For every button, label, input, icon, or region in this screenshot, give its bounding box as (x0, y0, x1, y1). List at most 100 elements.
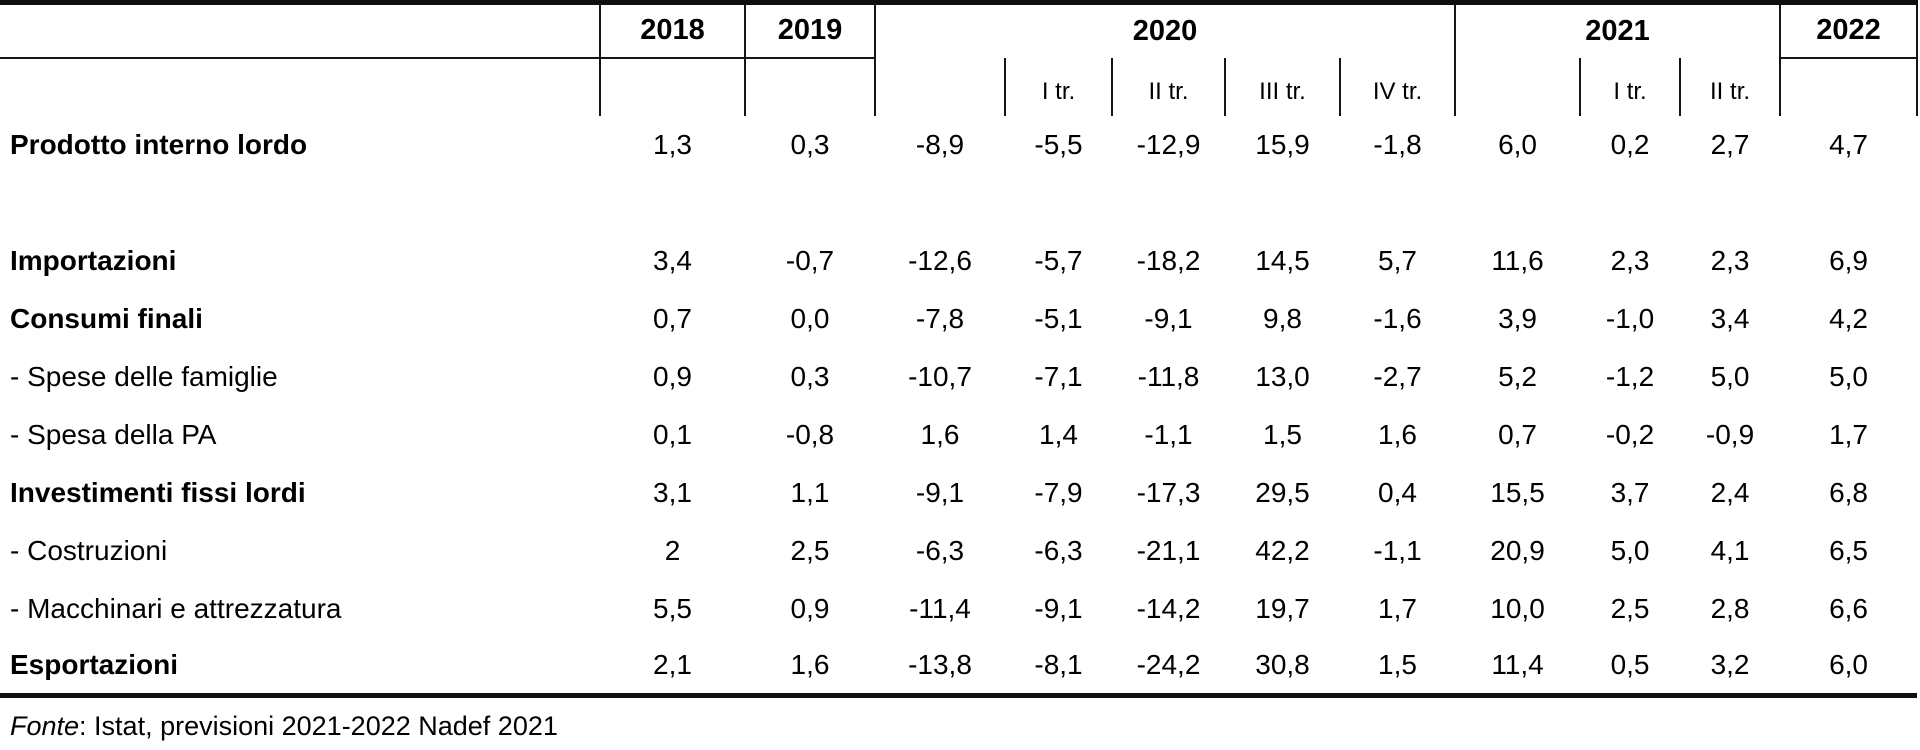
value-cell: 3,4 (653, 244, 692, 276)
value-cell: -24,2 (1136, 649, 1201, 681)
value-cell: -12,6 (908, 244, 972, 276)
value-cell: -5,5 (1034, 128, 1083, 160)
value-cell: 0,9 (653, 360, 692, 392)
value-cell: -9,1 (1144, 302, 1193, 334)
quarter-header-2022-annual (1780, 57, 1919, 116)
value-cell: 15,5 (1490, 476, 1545, 508)
value-cell: -7,1 (1034, 360, 1083, 392)
value-cell: 1,7 (1829, 418, 1868, 450)
quarter-header-2021-q2: II tr. (1680, 57, 1782, 116)
value-cell: 30,8 (1255, 649, 1310, 681)
value-cell: -1,1 (1373, 534, 1422, 566)
year-header-2019: 2019 (745, 2, 876, 59)
value-cell: 20,9 (1490, 534, 1545, 566)
value-cell: 3,4 (1710, 302, 1750, 334)
source-note: Fonte: Istat, previsioni 2021-2022 Nadef… (10, 711, 1920, 742)
value-cell: 15,9 (1255, 128, 1310, 160)
value-cell: 1,6 (920, 418, 960, 450)
table-row: - Spesa della PA 0,1 -0,8 1,6 1,4 -1,1 1,5 1,6 0… (0, 406, 1917, 464)
value-cell: -5,1 (1034, 302, 1083, 334)
value-cell: -21,1 (1136, 534, 1201, 566)
table-row: Consumi finali 0,7 0,0 -7,8 -5,1 -9,1 9,8 -1,6 3… (0, 290, 1917, 348)
value-cell: -1,0 (1605, 302, 1655, 334)
value-cell: 3,7 (1610, 476, 1650, 508)
value-cell: -7,9 (1034, 476, 1083, 508)
value-cell: -11,4 (909, 592, 971, 624)
value-cell: 0,9 (790, 592, 830, 624)
row-label: - Spesa della PA (10, 418, 217, 450)
quarter-header-2021-q1: I tr. (1580, 57, 1682, 116)
value-cell: -10,7 (908, 360, 972, 392)
quarter-header-2020-q2: II tr. (1112, 57, 1226, 116)
row-label: Investimenti fissi lordi (10, 476, 306, 508)
row-label: Importazioni (10, 244, 177, 276)
value-cell: 10,0 (1490, 592, 1545, 624)
value-cell: -8,9 (915, 128, 965, 160)
value-cell: -6,3 (1034, 534, 1083, 566)
quarter-header-row: I tr. II tr. III tr. IV tr. I tr. II tr. (0, 57, 1919, 116)
quarter-header-2020-q1: I tr. (1005, 57, 1113, 116)
value-cell: 1,4 (1039, 418, 1078, 450)
row-label: - Costruzioni (10, 534, 168, 566)
value-cell: 1,7 (1378, 592, 1417, 624)
value-cell: 1,5 (1378, 649, 1417, 681)
value-cell: -17,3 (1136, 476, 1201, 508)
value-cell: 0,7 (1498, 418, 1537, 450)
value-cell: -0,2 (1605, 418, 1655, 450)
value-cell: 29,5 (1255, 476, 1310, 508)
year-header-2022: 2022 (1780, 2, 1919, 59)
value-cell: -18,2 (1136, 244, 1201, 276)
table-row: Esportazioni 2,1 1,6 -13,8 -8,1 -24,2 30,8 1,5 1… (0, 638, 1917, 696)
value-cell: 2,3 (1610, 244, 1650, 276)
value-cell: 0,7 (653, 302, 692, 334)
value-cell: 6,8 (1829, 476, 1868, 508)
value-cell: 9,8 (1263, 302, 1302, 334)
value-cell: -1,6 (1373, 302, 1422, 334)
value-cell: 5,0 (1710, 360, 1750, 392)
value-cell: 6,9 (1829, 244, 1868, 276)
spacer-row (0, 174, 1917, 232)
value-cell: 5,0 (1829, 360, 1868, 392)
value-cell: -0,7 (785, 244, 835, 276)
value-cell: 4,1 (1710, 534, 1750, 566)
quarter-header-2020-q4: IV tr. (1340, 57, 1457, 116)
value-cell: -11,8 (1137, 360, 1200, 392)
year-header-row: 2018 2019 2020 2021 2022 (0, 2, 1919, 59)
spacer-cell (0, 174, 1917, 232)
value-cell: -9,1 (1034, 592, 1083, 624)
value-cell: 1,6 (790, 649, 830, 681)
value-cell: -13,8 (908, 649, 972, 681)
value-cell: 0,3 (790, 128, 830, 160)
value-cell: 5,2 (1498, 360, 1537, 392)
row-label: Esportazioni (10, 649, 179, 681)
value-cell: 4,2 (1829, 302, 1868, 334)
value-cell: 2,5 (1610, 592, 1650, 624)
value-cell: 2,4 (1710, 476, 1750, 508)
value-cell: 2,5 (790, 534, 830, 566)
quarter-header-2021-annual (1455, 57, 1582, 116)
value-cell: -6,3 (915, 534, 965, 566)
table-row: - Macchinari e attrezzatura 5,5 0,9 -11,4 -9… (0, 580, 1917, 638)
value-cell: 19,7 (1255, 592, 1310, 624)
value-cell: 2,1 (653, 649, 692, 681)
value-cell: 1,5 (1263, 418, 1302, 450)
value-cell: 11,4 (1491, 649, 1544, 681)
value-cell: 1,6 (1378, 418, 1417, 450)
value-cell: 0,0 (790, 302, 830, 334)
value-cell: 2 (664, 534, 681, 566)
value-cell: 0,1 (653, 418, 692, 450)
source-label: Fonte (10, 711, 80, 741)
row-label: Consumi finali (10, 302, 203, 334)
value-cell: 2,8 (1710, 592, 1750, 624)
value-cell: 11,6 (1491, 244, 1544, 276)
value-cell: -1,8 (1373, 128, 1422, 160)
value-cell: 13,0 (1255, 360, 1310, 392)
row-label: - Spese delle famiglie (10, 360, 278, 392)
year-header-2021: 2021 (1455, 2, 1782, 58)
year-header-2020: 2020 (875, 2, 1457, 58)
quarter-header-empty-2018 (600, 57, 746, 116)
value-cell: -1,2 (1605, 360, 1655, 392)
value-cell: 0,3 (790, 360, 830, 392)
value-cell: -12,9 (1136, 128, 1201, 160)
